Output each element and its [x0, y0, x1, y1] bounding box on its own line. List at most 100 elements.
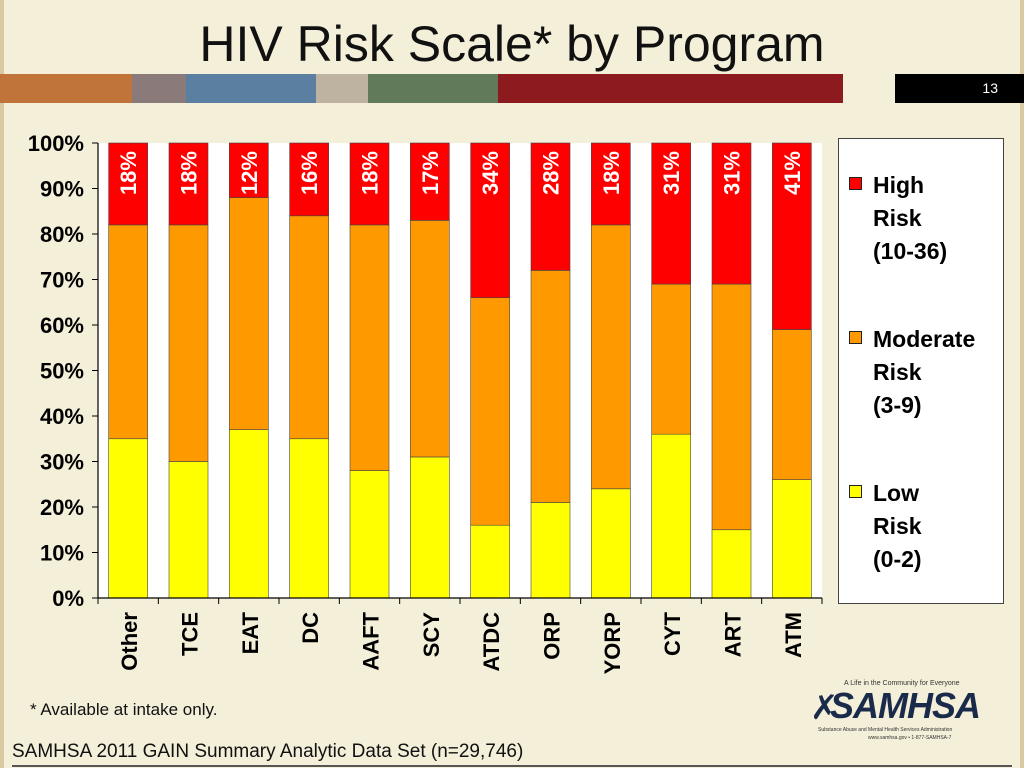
bar-segment-moderate [349, 224, 390, 471]
slide-frame-left [0, 0, 4, 768]
bar-segment-high [229, 142, 269, 198]
bar-segment-low [289, 438, 329, 599]
bar-segment-moderate [410, 220, 450, 458]
band-segment [316, 74, 368, 103]
bar-segment-moderate [470, 297, 510, 526]
bar-segment-high [530, 142, 571, 271]
samhsa-logo: ✗ A Life in the Community for Everyone S… [808, 680, 981, 745]
x-tick-label: TCE [178, 612, 203, 656]
slide-number: 13 [895, 74, 1024, 103]
slide-title: HIV Risk Scale* by Program [199, 16, 825, 72]
data-label: 31% [720, 151, 745, 195]
logo-wordmark: SAMHSA [830, 685, 981, 726]
bar-segment-high [108, 142, 148, 226]
plot-area [98, 143, 822, 598]
bar-segment-low [229, 429, 269, 599]
bar-segment-moderate [229, 197, 269, 430]
bar-segment-low [108, 438, 148, 599]
legend-line: Risk [873, 359, 922, 385]
bar-segment-low [772, 479, 812, 599]
bar-segment-moderate [289, 215, 329, 440]
bar-segment-moderate [651, 283, 691, 435]
data-label: 17% [418, 151, 443, 195]
bar-segment-moderate [711, 283, 752, 531]
legend-line: (0-2) [873, 546, 922, 572]
y-tick-label: 40% [40, 404, 84, 429]
legend-label-high: High Risk (10-36) [873, 169, 1013, 268]
band-segment [843, 74, 895, 103]
bar-segment-low [711, 529, 752, 599]
legend-line: (10-36) [873, 238, 948, 264]
legend-label-low: Low Risk (0-2) [873, 477, 1013, 576]
band-segment [132, 74, 186, 103]
y-tick-label: 0% [52, 586, 84, 611]
y-tick-label: 10% [40, 541, 84, 566]
source-note: SAMHSA 2011 GAIN Summary Analytic Data S… [12, 741, 524, 762]
bar-segment-low [530, 502, 571, 599]
legend-line: Risk [873, 205, 922, 231]
person-figure-icon: ✗ [810, 689, 839, 727]
legend-swatch-low [849, 485, 862, 498]
x-tick-label: SCY [419, 612, 444, 658]
bar-segment-high [711, 142, 752, 285]
x-tick-label: AAFT [359, 611, 384, 670]
bar-segment-moderate [168, 224, 209, 462]
bar-segment-high [289, 142, 329, 217]
slide-frame-right [1020, 0, 1024, 768]
x-tick-label: YORP [600, 612, 625, 674]
band-segment [368, 74, 498, 103]
bar-segment-low [349, 470, 390, 599]
y-tick-label: 50% [40, 359, 84, 384]
y-tick-label: 70% [40, 268, 84, 293]
decorative-color-band [0, 74, 1024, 103]
logo-tagline: A Life in the Community for Everyone [844, 680, 960, 687]
footnote: * Available at intake only. [30, 700, 218, 719]
data-label: 16% [297, 151, 322, 195]
bar-segment-high [772, 142, 812, 330]
x-tick-label: ATDC [479, 612, 504, 672]
legend-swatch-high [849, 177, 862, 190]
y-tick-label: 100% [28, 131, 84, 156]
band-segment [186, 74, 316, 103]
x-tick-label: CYT [660, 611, 685, 656]
legend-swatch-moderate [849, 331, 862, 344]
data-label: 41% [780, 151, 805, 195]
x-tick-label: EAT [238, 611, 263, 654]
data-label: 31% [659, 151, 684, 195]
bar-segment-high [168, 142, 209, 226]
legend-line: (3-9) [873, 392, 922, 418]
legend-label-moderate: Moderate Risk (3-9) [873, 323, 1013, 422]
band-segment [498, 74, 843, 103]
legend-line: Moderate [873, 326, 976, 352]
y-tick-label: 60% [40, 313, 84, 338]
bar-segment-moderate [530, 270, 571, 503]
y-tick-label: 90% [40, 177, 84, 202]
data-label: 18% [599, 151, 624, 195]
x-tick-label: ORP [540, 612, 565, 660]
y-tick-label: 20% [40, 495, 84, 520]
y-tick-label: 80% [40, 222, 84, 247]
legend-line: Risk [873, 513, 922, 539]
band-segment [0, 74, 132, 103]
y-tick-label: 30% [40, 450, 84, 475]
bar-segment-high [470, 142, 510, 298]
bar-segment-moderate [591, 224, 631, 490]
logo-subtitle: Substance Abuse and Mental Health Servic… [818, 727, 953, 733]
bar-segment-low [168, 461, 209, 599]
bar-segment-high [591, 142, 631, 226]
legend-line: Low [873, 480, 919, 506]
x-tick-label: ART [721, 611, 746, 657]
bar-segment-high [410, 142, 450, 221]
x-tick-label: DC [298, 612, 323, 644]
bar-segment-low [651, 433, 691, 599]
chart-legend: High Risk (10-36) Moderate Risk (3-9) Lo… [838, 138, 1004, 604]
data-label: 28% [539, 151, 564, 195]
logo-url: www.samhsa.gov • 1-877-SAMHSA-7 [868, 735, 952, 741]
bar-segment-high [349, 142, 390, 226]
bar-segment-moderate [772, 329, 812, 480]
data-label: 34% [478, 151, 503, 195]
data-label: 18% [358, 151, 383, 195]
bar-segment-low [591, 488, 631, 599]
